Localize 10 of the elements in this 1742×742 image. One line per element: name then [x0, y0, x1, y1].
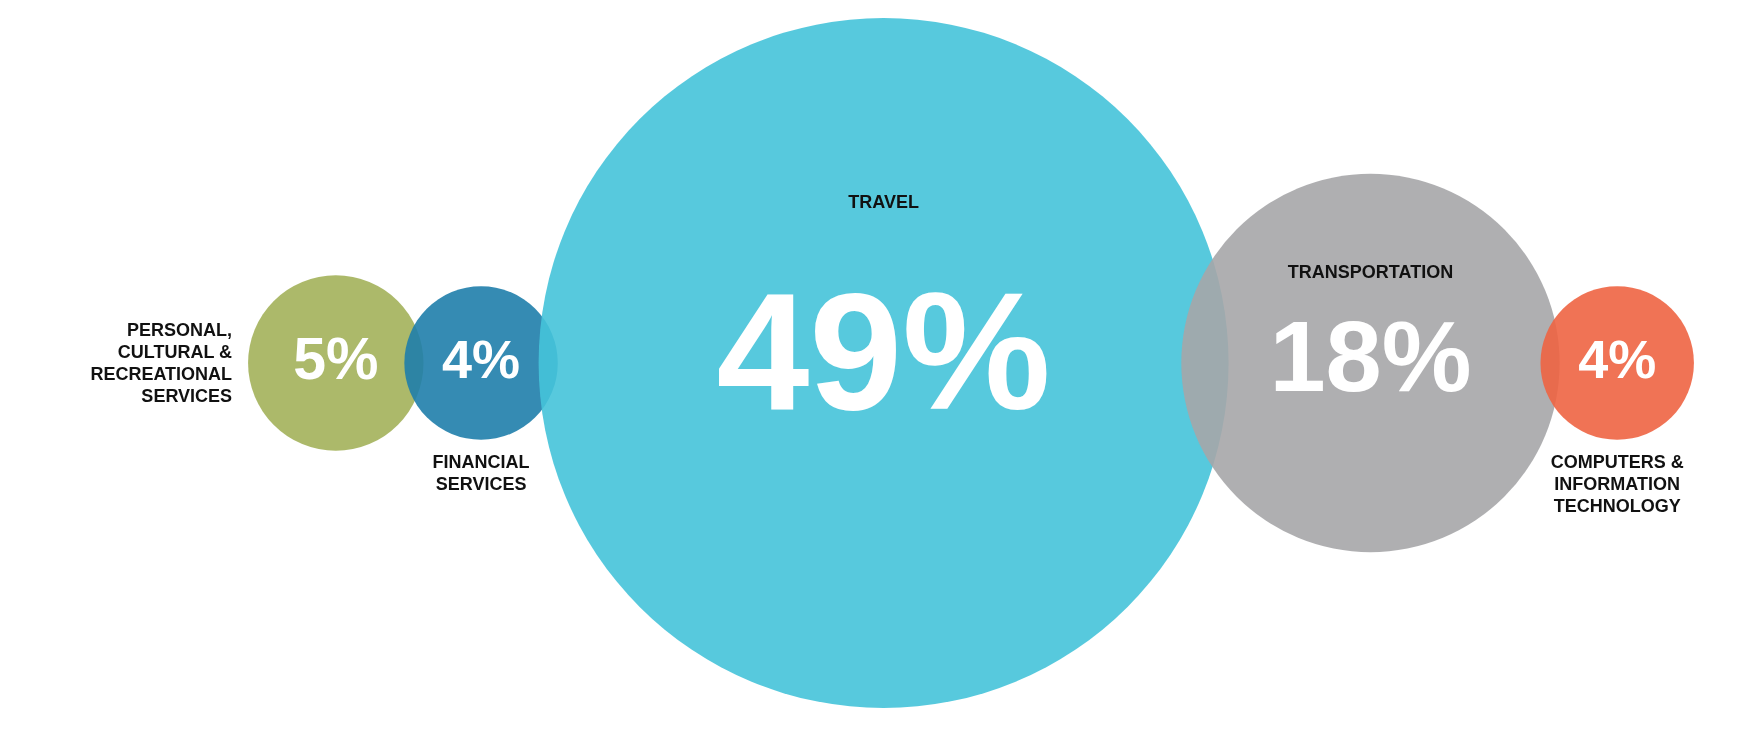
category-label: TRANSPORTATION: [1287, 261, 1454, 282]
data-label: 4%: [442, 328, 521, 389]
data-label: 18%: [1269, 299, 1472, 412]
data-label: 5%: [293, 326, 379, 393]
category-label: TRAVEL: [848, 191, 919, 212]
data-label: 4%: [1578, 328, 1657, 389]
category-label: COMPUTERS & INFORMATION TECHNOLOGY: [1550, 451, 1684, 516]
data-label: 49%: [716, 258, 1051, 445]
category-label: PERSONAL, CULTURAL & RECREATIONAL SERVICES: [90, 320, 233, 406]
category-label: FINANCIAL SERVICES: [432, 451, 530, 494]
